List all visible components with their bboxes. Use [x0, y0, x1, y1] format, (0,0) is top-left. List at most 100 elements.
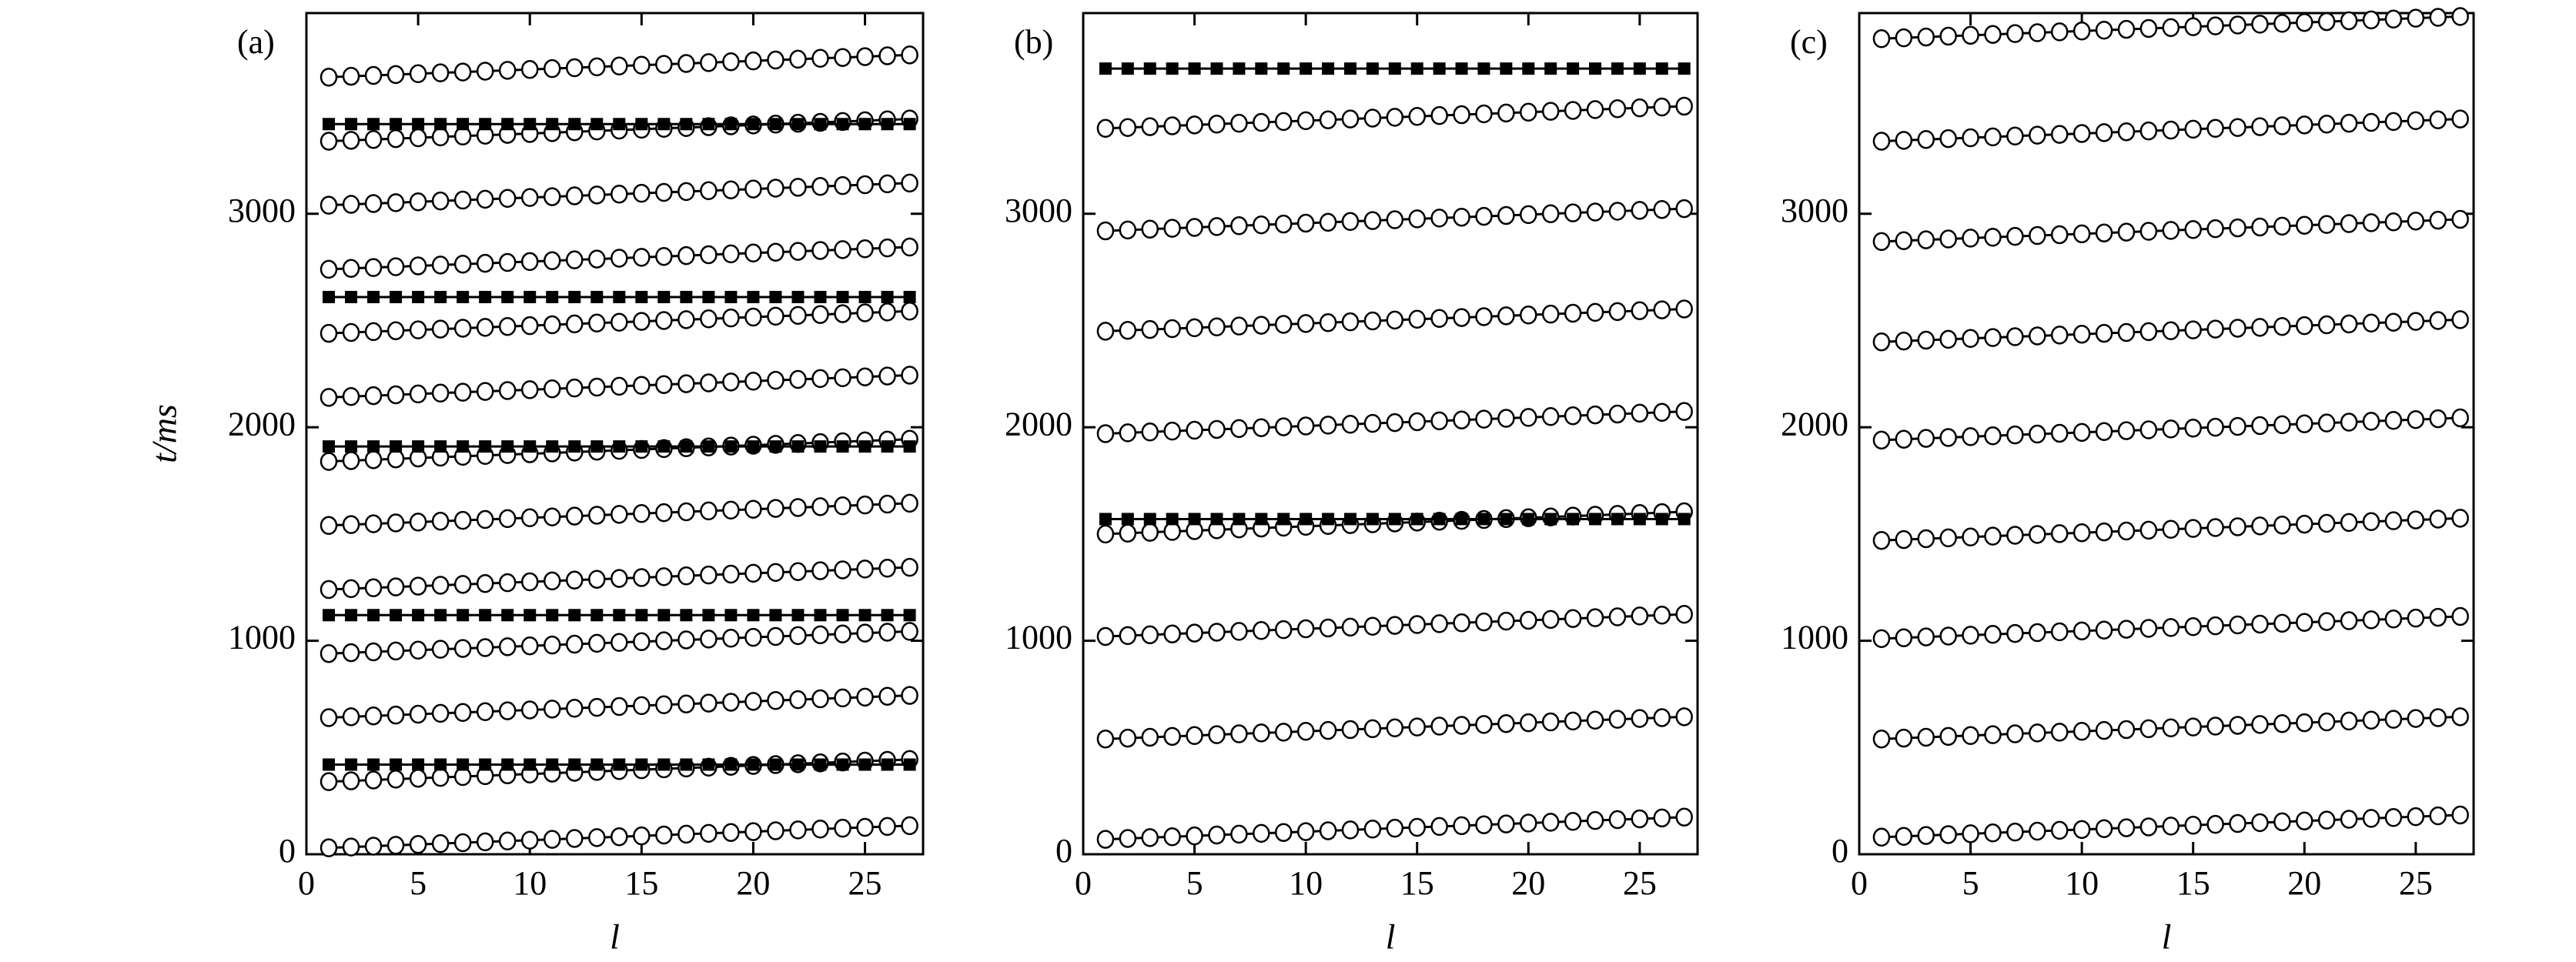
circle-marker: [1586, 302, 1604, 322]
circle-marker: [1296, 416, 1315, 436]
square-marker: [903, 118, 916, 131]
circle-marker: [901, 173, 918, 193]
circle-marker: [2273, 316, 2291, 336]
circle-marker: [767, 499, 785, 518]
circle-marker: [2206, 518, 2224, 537]
plot-frame: [305, 12, 925, 856]
circle-marker: [811, 689, 829, 709]
square-marker: [836, 290, 849, 303]
circle-marker: [2251, 15, 2269, 34]
circle-marker: [811, 177, 829, 196]
square-marker: [590, 758, 604, 771]
square-marker: [1567, 513, 1580, 526]
circle-marker: [453, 254, 472, 274]
circle-marker: [2407, 409, 2425, 429]
circle-marker: [1453, 716, 1470, 735]
circle-marker: [364, 450, 383, 469]
circle-marker: [655, 55, 673, 74]
square-marker: [702, 440, 715, 453]
circle-marker: [2206, 417, 2224, 437]
circle-marker: [611, 633, 628, 653]
circle-marker: [633, 504, 651, 523]
circle-marker: [342, 771, 360, 790]
circle-marker: [342, 707, 360, 727]
circle-marker: [633, 312, 651, 331]
circle-marker: [834, 688, 851, 708]
circle-marker: [2095, 522, 2113, 542]
circle-marker: [364, 194, 383, 213]
circle-marker: [633, 696, 651, 716]
circle-marker: [2251, 416, 2269, 436]
circle-marker: [1408, 615, 1426, 634]
circle-marker: [2229, 416, 2246, 436]
circle-marker: [588, 185, 606, 205]
circle-marker: [2317, 513, 2336, 533]
circle-marker: [588, 697, 606, 717]
circle-marker: [767, 821, 785, 840]
circle-marker: [2050, 820, 2069, 840]
circle-marker: [319, 772, 338, 791]
circle-marker: [543, 315, 561, 335]
circle-marker: [1141, 423, 1159, 442]
square-marker: [546, 609, 559, 622]
circle-marker: [655, 503, 673, 523]
circle-marker: [342, 66, 360, 86]
circle-marker: [2251, 117, 2269, 136]
circle-marker: [2029, 125, 2046, 145]
x-tick-label: 25: [2399, 864, 2433, 902]
circle-marker: [409, 704, 427, 724]
y-tick-label: 2000: [1005, 405, 1072, 443]
circle-marker: [1872, 232, 1891, 252]
circle-marker: [811, 48, 829, 68]
square-marker: [613, 290, 626, 303]
circle-marker: [520, 508, 539, 528]
circle-marker: [1119, 320, 1137, 340]
circle-marker: [1872, 29, 1891, 48]
circle-marker: [2095, 819, 2113, 838]
circle-marker: [2407, 211, 2425, 231]
square-marker: [657, 440, 671, 453]
circle-marker: [1253, 823, 1270, 843]
circle-marker: [1962, 527, 1979, 547]
circle-marker: [901, 45, 918, 65]
circle-marker: [1430, 817, 1448, 837]
circle-marker: [1984, 725, 2002, 744]
x-axis-label: l: [2162, 917, 2172, 957]
circle-marker: [2451, 310, 2469, 329]
circle-marker: [744, 179, 762, 199]
circle-marker: [566, 829, 584, 848]
circle-marker: [476, 832, 494, 852]
circle-marker: [1872, 729, 1891, 749]
circle-marker: [677, 694, 695, 713]
circle-marker: [2073, 523, 2091, 543]
circle-marker: [2362, 112, 2380, 132]
circle-marker: [453, 382, 472, 402]
circle-marker: [342, 131, 360, 150]
x-tick-label: 10: [1289, 864, 1323, 902]
circle-marker: [633, 376, 651, 396]
circle-marker: [744, 372, 762, 391]
circle-marker: [342, 579, 360, 599]
circle-marker: [2117, 620, 2136, 639]
square-marker: [546, 118, 559, 131]
circle-marker: [319, 195, 338, 215]
square-marker: [457, 609, 470, 622]
circle-marker: [1430, 411, 1448, 431]
square-marker: [858, 440, 871, 453]
circle-marker: [342, 837, 360, 857]
circle-marker: [1296, 213, 1315, 233]
circle-marker: [2006, 724, 2024, 743]
circle-marker: [543, 187, 561, 206]
circle-marker: [520, 188, 539, 207]
square-marker: [524, 609, 537, 622]
circle-marker: [2384, 610, 2403, 629]
circle-marker: [364, 514, 383, 533]
square-marker: [390, 609, 403, 622]
circle-marker: [1608, 810, 1627, 830]
square-marker: [1455, 62, 1468, 75]
circle-marker: [901, 622, 918, 641]
square-marker: [412, 440, 425, 453]
square-marker: [1121, 62, 1134, 75]
circle-marker: [543, 635, 561, 655]
y-tick-label: 3000: [228, 192, 296, 229]
